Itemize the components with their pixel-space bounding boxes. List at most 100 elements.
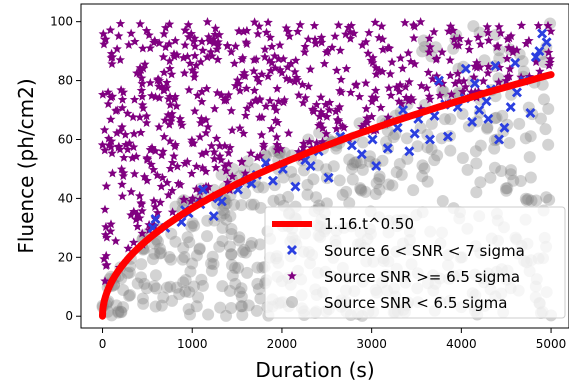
point-snr-low [186,257,199,270]
point-snr-low [542,102,555,115]
point-snr-high [98,89,108,99]
point-snr-high [212,44,222,54]
point-snr-high [160,115,170,125]
point-snr-high [425,42,435,51]
point-snr-high [229,58,240,68]
point-snr-high [364,27,374,37]
point-snr-high [366,55,376,65]
point-snr-high [367,111,377,121]
point-snr-low [165,253,178,266]
point-snr-high [117,191,128,201]
point-snr-low [112,305,125,318]
point-snr-low [288,173,301,186]
point-snr-high [310,34,320,44]
point-snr-high [189,72,200,82]
point-snr-high [285,75,295,85]
point-snr-high [159,29,169,39]
point-snr-high [126,210,136,220]
point-snr-high [311,138,322,148]
series-snr-high [97,17,556,286]
point-snr-low [183,236,196,249]
point-snr-low [170,281,183,294]
point-snr-high [136,127,146,137]
point-snr-low [225,248,238,261]
point-snr-low [131,277,144,290]
point-snr-low [257,181,270,194]
point-snr-high [323,46,333,56]
point-snr-high [215,151,225,161]
point-snr-high [250,95,260,105]
point-snr-low [225,248,238,261]
point-snr-low [179,285,192,298]
fit-curve-line [99,71,555,320]
point-snr-high [403,48,414,58]
point-snr-low [444,113,457,126]
point-snr-low [235,300,248,313]
point-snr-high [505,64,515,74]
point-snr-low [149,269,162,282]
point-snr-high [260,44,270,54]
point-snr-high [147,142,157,152]
point-snr-high [265,32,275,42]
point-snr-high [111,105,121,115]
point-snr-low [216,221,229,234]
point-snr-high [115,55,125,64]
point-snr-low [202,308,215,321]
point-snr-high [148,164,159,174]
point-snr-high [175,113,185,123]
point-snr-low [444,144,457,157]
point-snr-high [214,141,225,150]
point-snr-6-7 [433,75,444,86]
point-snr-high [226,105,237,115]
point-snr-low [354,182,367,195]
point-snr-high [272,145,282,155]
point-snr-high [100,204,110,214]
point-snr-high [242,103,252,113]
point-snr-low [235,290,248,303]
point-snr-low [229,261,242,274]
point-snr-high [221,166,231,176]
point-snr-high [118,87,129,97]
point-snr-low [254,292,267,305]
point-snr-low [149,300,162,313]
y-axis-title: Fluence (ph/cm2) [14,78,38,253]
x-axis-title: Duration (s) [255,358,374,382]
point-snr-low [177,242,190,255]
point-snr-high [463,37,474,46]
point-snr-low [105,309,118,322]
point-snr-low [225,258,238,271]
point-snr-low [138,277,151,290]
point-snr-high [198,45,208,55]
point-snr-low [236,309,249,322]
point-snr-low [205,257,218,270]
point-snr-6-7 [424,134,435,145]
point-snr-high [107,59,117,69]
point-snr-low [478,54,491,67]
point-snr-high [116,164,127,174]
point-snr-high [271,132,282,142]
point-snr-high [230,41,241,51]
point-snr-low [354,183,367,196]
point-snr-high [300,47,310,57]
point-snr-high [160,42,171,52]
point-snr-high [543,47,554,57]
point-snr-6-7 [505,102,516,113]
point-snr-high [220,161,230,171]
point-snr-high [252,152,262,162]
point-snr-low [223,240,236,253]
point-snr-high [111,236,121,246]
point-snr-high [167,185,177,195]
point-snr-low [238,243,251,256]
point-snr-high [100,145,110,155]
point-snr-high [128,112,138,122]
y-tick-label: 0 [65,309,73,323]
point-snr-high [115,126,125,136]
point-snr-high [260,52,270,62]
point-snr-high [216,90,227,100]
point-snr-high [235,123,245,133]
point-snr-high [210,23,221,33]
point-snr-low [124,289,137,302]
point-snr-low [185,220,198,233]
point-snr-high [267,57,277,67]
legend-star-marker [287,271,297,280]
